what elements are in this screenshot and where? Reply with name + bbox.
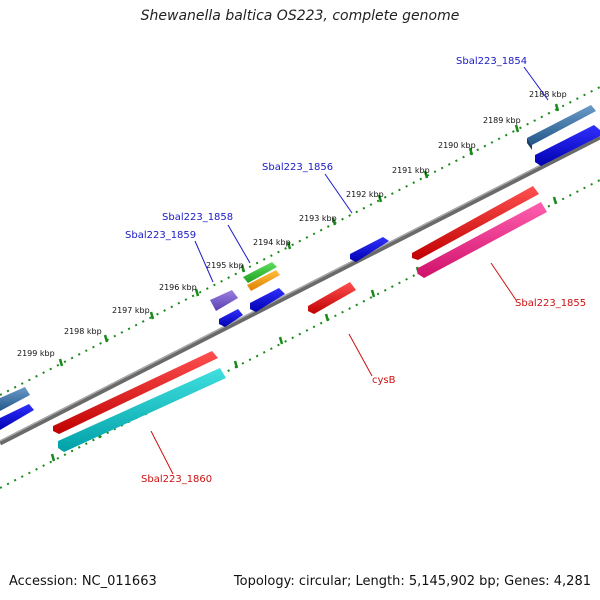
kbp-label: 2193 kbp xyxy=(299,214,337,223)
gene-sbal223-1860[interactable] xyxy=(58,368,226,452)
cds-sbal223-1859[interactable] xyxy=(219,309,243,327)
kbp-label: 2199 kbp xyxy=(17,349,55,358)
genome-backbone xyxy=(0,134,600,446)
kbp-label: 2194 kbp xyxy=(253,238,291,247)
gene-label-sbal223-1859[interactable]: Sbal223_1859 xyxy=(125,230,196,241)
kbp-label: 2189 kbp xyxy=(483,116,521,125)
kbp-label: 2195 kbp xyxy=(206,261,244,270)
gene-sbal223-1854[interactable] xyxy=(527,105,596,150)
reverse-gene-labels: Sbal223_1855 cysB Sbal223_1860 xyxy=(141,298,586,485)
forward-gene-labels: Sbal223_1854 Sbal223_1856 Sbal223_1858 S… xyxy=(125,56,527,241)
kbp-label: 2191 kbp xyxy=(392,166,430,175)
gene-label-cysb[interactable]: cysB xyxy=(372,375,396,386)
forward-tick-track xyxy=(0,86,600,396)
gene-sbal223-1855[interactable] xyxy=(418,202,547,278)
reverse-leader-lines xyxy=(150,262,517,475)
kbp-label: 2190 kbp xyxy=(438,141,476,150)
genome-summary-text: Topology: circular; Length: 5,145,902 bp… xyxy=(233,574,591,589)
cds-sbal223-1855[interactable] xyxy=(412,186,539,260)
kbp-label: 2198 kbp xyxy=(64,327,102,336)
genome-title: Shewanella baltica OS223, complete genom… xyxy=(140,8,460,24)
kbp-label: 2197 kbp xyxy=(112,306,150,315)
cds-sbal223-1856[interactable] xyxy=(350,237,389,262)
kbp-label: 2192 kbp xyxy=(346,190,384,199)
gene-label-sbal223-1855[interactable]: Sbal223_1855 xyxy=(515,298,586,309)
gene-label-sbal223-1856[interactable]: Sbal223_1856 xyxy=(262,162,333,173)
kbp-label: 2196 kbp xyxy=(159,283,197,292)
forward-leader-lines xyxy=(194,66,549,283)
cds-cysb[interactable] xyxy=(308,282,356,314)
cds-sbal223-1858[interactable] xyxy=(250,288,285,312)
accession-text: Accession: NC_011663 xyxy=(9,574,157,589)
forward-major-ticks xyxy=(58,103,560,367)
gene-label-sbal223-1854[interactable]: Sbal223_1854 xyxy=(456,56,527,67)
kbp-tick-labels: 2188 kbp 2189 kbp 2190 kbp 2191 kbp 2192… xyxy=(17,90,567,358)
gene-label-sbal223-1860[interactable]: Sbal223_1860 xyxy=(141,474,212,485)
cds-left-edge[interactable] xyxy=(0,404,34,430)
kbp-label: 2188 kbp xyxy=(529,90,567,99)
gene-label-sbal223-1858[interactable]: Sbal223_1858 xyxy=(162,212,233,223)
gene-sbal223-1858[interactable] xyxy=(243,262,280,291)
gene-left-edge[interactable] xyxy=(0,387,30,411)
gene-sbal223-1859[interactable] xyxy=(210,290,238,311)
cds-sbal223-1860[interactable] xyxy=(53,351,218,434)
cds-sbal223-1854[interactable] xyxy=(535,125,600,166)
genome-backbone-highlight xyxy=(0,134,600,442)
